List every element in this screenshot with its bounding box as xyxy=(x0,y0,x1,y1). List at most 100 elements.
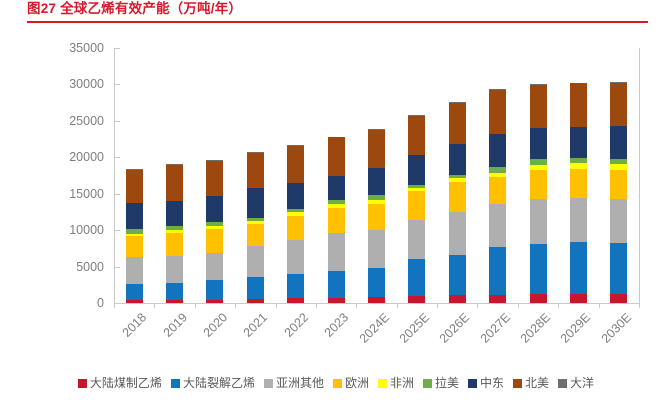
x-axis-tick xyxy=(517,304,519,308)
bar-segment-非洲 xyxy=(246,221,264,225)
bar-segment-非洲 xyxy=(529,164,547,170)
bar-segment-欧洲 xyxy=(610,169,628,200)
bar-stack xyxy=(246,152,264,303)
bar-segment-北美 xyxy=(367,129,385,169)
bar-segment-大洋 xyxy=(287,144,305,146)
bar-segment-欧洲 xyxy=(166,233,184,257)
bar-2026E xyxy=(437,48,477,303)
bar-segment-亚洲其他 xyxy=(529,199,547,244)
legend-swatch xyxy=(423,378,432,388)
bar-segment-北美 xyxy=(529,84,547,129)
bar-segment-大陆煤制乙烯 xyxy=(327,297,345,303)
bar-segment-中东 xyxy=(448,144,466,175)
bar-segment-非洲 xyxy=(287,212,305,216)
bar-segment-中东 xyxy=(125,202,143,230)
y-axis-tick-label: 10000 xyxy=(69,223,104,238)
legend-swatch xyxy=(468,378,478,388)
bar-stack xyxy=(206,160,224,303)
title-underline xyxy=(27,21,648,23)
bar-segment-中东 xyxy=(569,126,587,159)
figure-title: 图27 全球乙烯有效产能（万吨/年） xyxy=(27,1,243,16)
bar-segment-欧洲 xyxy=(287,215,305,241)
bar-stack xyxy=(489,89,507,303)
bar-segment-大陆煤制乙烯 xyxy=(448,295,466,303)
bar-segment-大陆煤制乙烯 xyxy=(166,299,184,303)
bar-segment-大陆煤制乙烯 xyxy=(610,293,628,303)
bar-segment-欧洲 xyxy=(327,207,345,233)
y-axis-line xyxy=(114,48,115,303)
bar-segment-欧洲 xyxy=(529,169,547,200)
bar-segment-亚洲其他 xyxy=(125,257,143,285)
y-axis-tick xyxy=(115,230,120,232)
y-axis-tick xyxy=(115,303,120,304)
bar-segment-中东 xyxy=(246,187,264,218)
y-axis-tick-label: 20000 xyxy=(69,150,104,165)
bar-segment-大洋 xyxy=(489,89,507,90)
bar-segment-中东 xyxy=(408,154,426,185)
y-axis-tick xyxy=(115,193,120,195)
bar-segment-大洋 xyxy=(166,163,184,165)
bar-stack xyxy=(569,82,587,303)
bar-segment-非洲 xyxy=(327,203,345,208)
bar-segment-大陆裂解乙烯 xyxy=(125,284,143,301)
bar-segment-中东 xyxy=(529,128,547,160)
bar-segment-大陆煤制乙烯 xyxy=(367,297,385,303)
bar-stack xyxy=(287,144,305,303)
bar-segment-北美 xyxy=(448,103,466,145)
legend-label: 非洲 xyxy=(389,376,414,390)
bar-segment-大陆裂解乙烯 xyxy=(327,271,345,298)
legend-swatch xyxy=(332,378,342,388)
bar-segment-中东 xyxy=(367,168,385,195)
x-axis-tick xyxy=(275,304,277,308)
legend-item-非洲: 非洲 xyxy=(377,376,414,390)
x-axis-tick xyxy=(639,304,640,308)
x-axis-tick xyxy=(558,304,560,308)
bar-stack xyxy=(166,163,184,303)
bar-segment-拉美 xyxy=(489,167,507,173)
bar-segment-北美 xyxy=(610,82,628,126)
legend-swatch xyxy=(377,378,387,388)
bar-segment-大洋 xyxy=(610,82,628,83)
chart-legend: 大陆煤制乙烯 大陆裂解乙烯 亚洲其他 欧洲 非洲 拉美 中东 北美 大洋 xyxy=(0,374,672,392)
bar-segment-欧洲 xyxy=(489,177,507,204)
bar-segment-北美 xyxy=(166,164,184,201)
x-axis-tick xyxy=(194,304,196,308)
bar-stack xyxy=(408,114,426,303)
bar-segment-中东 xyxy=(489,133,507,168)
legend-swatch xyxy=(170,378,180,388)
bar-segment-中东 xyxy=(610,125,628,159)
bar-segment-大陆裂解乙烯 xyxy=(448,254,466,296)
bar-segment-拉美 xyxy=(569,158,587,164)
x-axis-tick xyxy=(114,304,115,308)
bar-2023 xyxy=(316,48,356,303)
legend-label: 拉美 xyxy=(435,376,460,390)
legend-item-亚洲其他: 亚洲其他 xyxy=(263,376,324,390)
bar-segment-亚洲其他 xyxy=(166,256,184,284)
bar-segment-拉美 xyxy=(529,159,547,165)
y-axis-tick-label: 35000 xyxy=(69,41,104,55)
bar-2022 xyxy=(276,48,316,303)
bar-segment-大陆裂解乙烯 xyxy=(246,277,264,299)
legend-item-大洋: 大洋 xyxy=(558,376,594,390)
legend-item-拉美: 拉美 xyxy=(423,376,459,390)
bar-segment-拉美 xyxy=(206,222,224,227)
bar-segment-欧洲 xyxy=(408,191,426,220)
bar-segment-非洲 xyxy=(206,226,224,230)
y-axis-tick-label: 15000 xyxy=(69,186,104,201)
bar-segment-北美 xyxy=(287,145,305,184)
legend-swatch xyxy=(558,378,568,388)
bar-segment-欧洲 xyxy=(125,235,143,258)
bar-segment-北美 xyxy=(569,83,587,127)
x-axis-line xyxy=(114,303,640,304)
legend-label: 大洋 xyxy=(570,376,595,390)
bar-segment-北美 xyxy=(408,115,426,155)
y-axis-tick xyxy=(115,157,120,159)
x-axis-tick xyxy=(356,304,358,308)
bar-segment-拉美 xyxy=(125,229,143,234)
bar-segment-拉美 xyxy=(408,184,426,189)
bar-segment-拉美 xyxy=(166,225,184,230)
bar-stack xyxy=(529,83,547,303)
bar-segment-亚洲其他 xyxy=(489,203,507,248)
